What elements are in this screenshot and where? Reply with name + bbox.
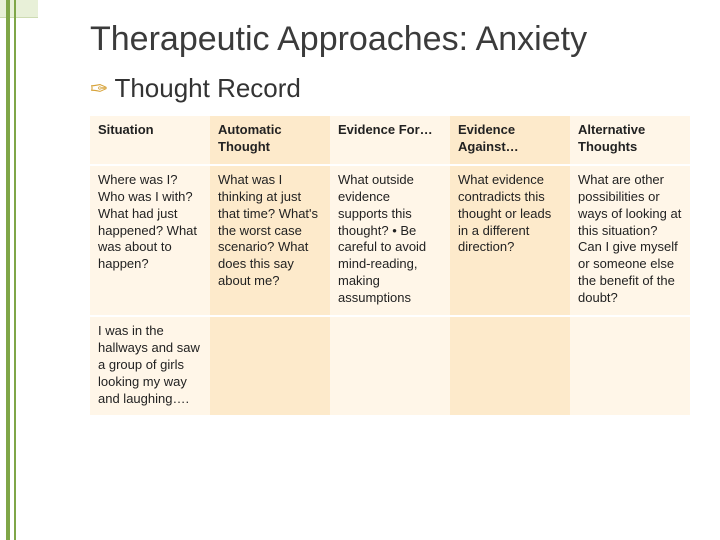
cell: What evidence contradicts this thought o… [450, 165, 570, 316]
slide-subtitle: Thought Record [114, 73, 300, 104]
col-alt-thoughts: Alternative Thoughts [570, 116, 690, 165]
cell [450, 316, 570, 416]
cell [210, 316, 330, 416]
cell: What was I thinking at just that time? W… [210, 165, 330, 316]
thought-record-table: Situation Automatic Thought Evidence For… [90, 116, 690, 417]
bullet-swirl-icon: ✑ [90, 78, 108, 100]
left-decorative-sidebar [0, 0, 28, 540]
table-header-row: Situation Automatic Thought Evidence For… [90, 116, 690, 165]
cell: Where was I? Who was I with? What had ju… [90, 165, 210, 316]
table-row: Where was I? Who was I with? What had ju… [90, 165, 690, 316]
cell [570, 316, 690, 416]
table-row: I was in the hallways and saw a group of… [90, 316, 690, 416]
cell: What are other possibilities or ways of … [570, 165, 690, 316]
subtitle-row: ✑ Thought Record [90, 73, 690, 104]
cell: What outside evidence supports this thou… [330, 165, 450, 316]
col-evidence-for: Evidence For… [330, 116, 450, 165]
cell: I was in the hallways and saw a group of… [90, 316, 210, 416]
col-evidence-against: Evidence Against… [450, 116, 570, 165]
slide-title: Therapeutic Approaches: Anxiety [90, 20, 690, 59]
col-situation: Situation [90, 116, 210, 165]
col-auto-thought: Automatic Thought [210, 116, 330, 165]
slide-content: Therapeutic Approaches: Anxiety ✑ Though… [90, 20, 690, 417]
cell [330, 316, 450, 416]
